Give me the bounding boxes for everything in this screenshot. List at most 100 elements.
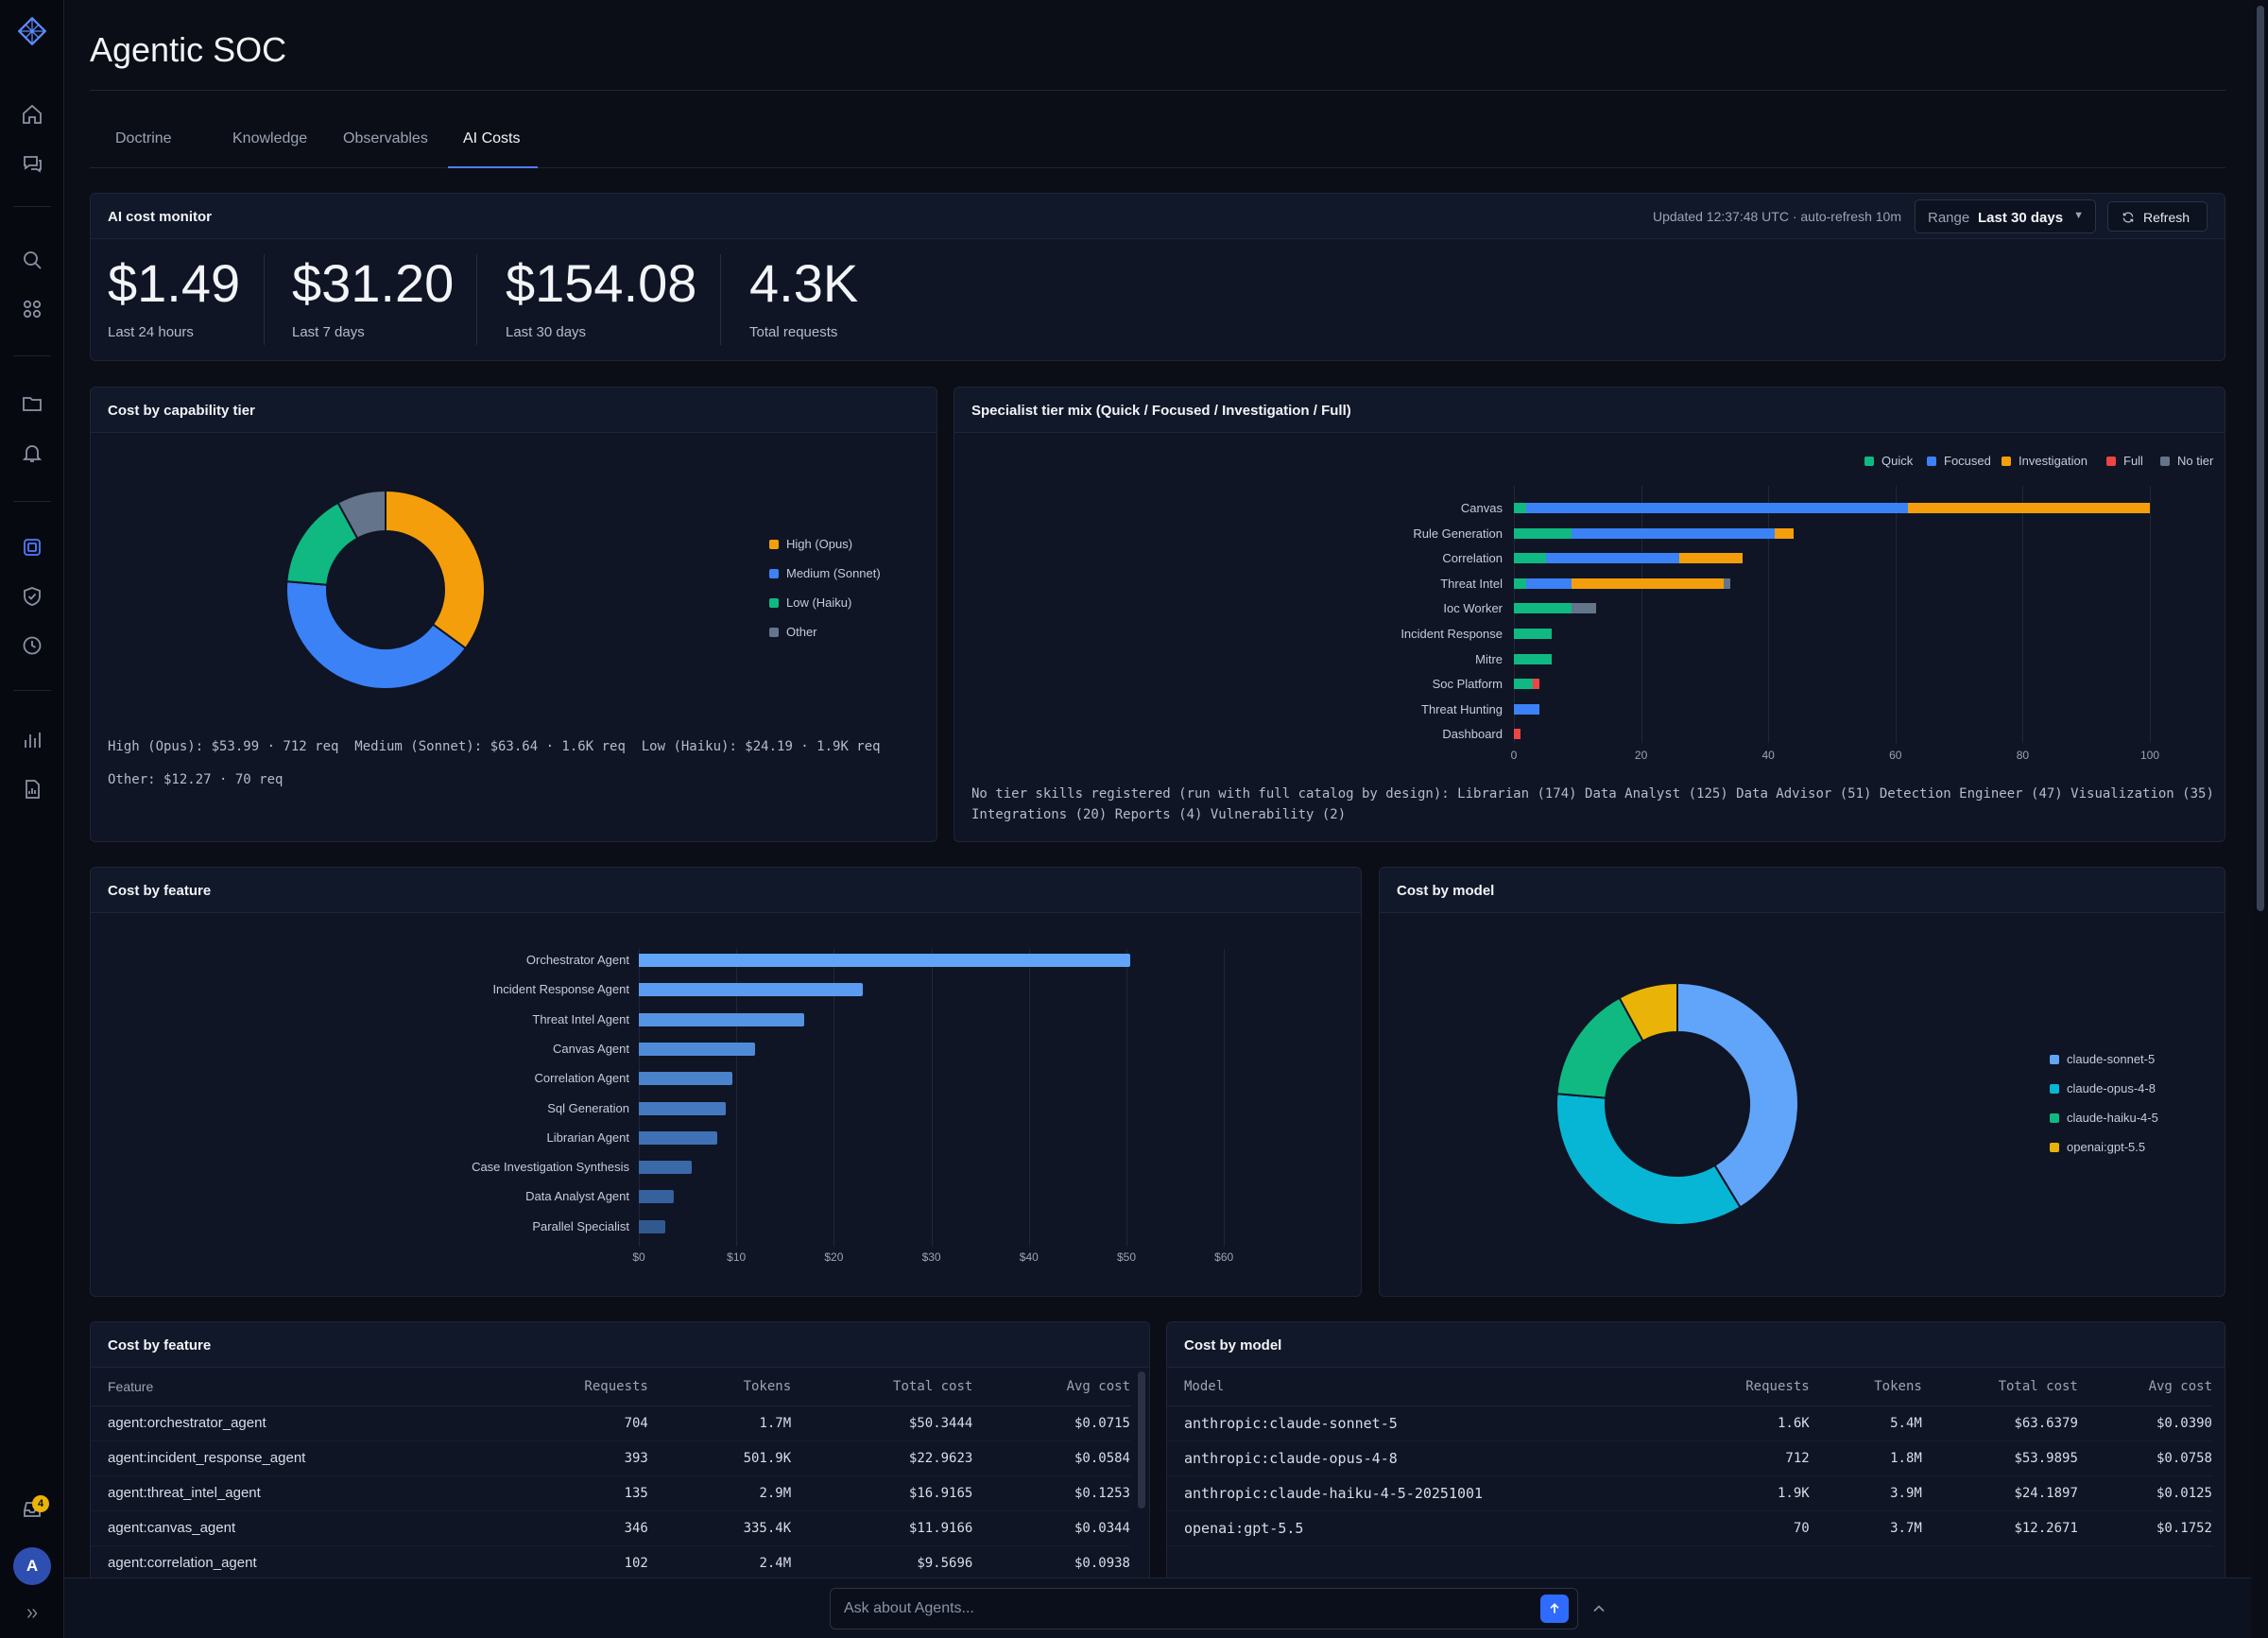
table-row[interactable]: anthropic:claude-sonnet-5 1.6K 5.4M $63.637… bbox=[1167, 1405, 2212, 1441]
chat-icon[interactable] bbox=[18, 149, 46, 178]
table-row[interactable]: anthropic:claude-opus-4-8 712 1.8M $53.9895… bbox=[1167, 1440, 2212, 1476]
tab-knowledge[interactable]: Knowledge bbox=[232, 130, 308, 147]
bar-segment-focused[interactable] bbox=[1571, 527, 1775, 539]
bar-case-investigation-synthesis[interactable] bbox=[639, 1161, 692, 1175]
bar-segment-focused[interactable] bbox=[1526, 503, 1909, 513]
table-row[interactable]: openai:gpt-5.5 70 3.7M $12.2671 $0.1752 bbox=[1167, 1510, 2212, 1546]
column-header[interactable]: Tokens bbox=[1809, 1368, 1922, 1406]
bar-segment-investigation[interactable] bbox=[1571, 578, 1725, 589]
bar-segment-quick[interactable] bbox=[1514, 629, 1553, 639]
table-row[interactable]: anthropic:claude-haiku-4-5-20251001 1.9K 3… bbox=[1167, 1475, 2212, 1511]
bar-segment-quick[interactable] bbox=[1514, 653, 1553, 664]
legend-item[interactable]: claude-haiku-4-5 bbox=[2050, 1111, 2158, 1125]
folder-icon[interactable] bbox=[18, 389, 46, 418]
logo-icon[interactable] bbox=[18, 17, 46, 45]
refresh-button[interactable]: Refresh bbox=[2107, 201, 2208, 232]
bar-segment-quick[interactable] bbox=[1514, 679, 1534, 690]
tab-ai-costs[interactable]: AI Costs bbox=[463, 130, 521, 147]
bar-segment-quick[interactable] bbox=[1514, 503, 1527, 513]
table-row[interactable]: agent:incident_response_agent 393 501.9K $2… bbox=[91, 1440, 1130, 1476]
bar-orchestrator-agent[interactable] bbox=[639, 954, 1130, 967]
bar-segment-investigation[interactable] bbox=[1678, 553, 1744, 564]
bell-icon[interactable] bbox=[18, 439, 46, 467]
page-scrollbar-track[interactable] bbox=[2253, 0, 2268, 1638]
bar-parallel-specialist[interactable] bbox=[639, 1219, 665, 1233]
chart-icon[interactable] bbox=[18, 726, 46, 754]
column-header[interactable]: Avg cost bbox=[2077, 1368, 2212, 1406]
search-icon[interactable] bbox=[18, 246, 46, 274]
bar-segment-investigation[interactable] bbox=[1908, 503, 2150, 513]
table-row[interactable]: agent:orchestrator_agent 704 1.7M $50.3444 $… bbox=[91, 1405, 1130, 1441]
bar-segment-no-tier[interactable] bbox=[1724, 578, 1730, 589]
tab-doctrine[interactable]: Doctrine bbox=[115, 130, 172, 147]
bar-segment-focused[interactable] bbox=[1526, 578, 1572, 589]
table-scrollbar[interactable] bbox=[1138, 1371, 1145, 1509]
legend-item[interactable]: openai:gpt-5.5 bbox=[2050, 1140, 2145, 1154]
bar-segment-no-tier[interactable] bbox=[1571, 603, 1597, 614]
bar-segment-investigation[interactable] bbox=[1774, 527, 1795, 539]
clock-icon[interactable] bbox=[18, 631, 46, 660]
column-header[interactable]: Avg cost bbox=[972, 1368, 1130, 1406]
report-icon[interactable] bbox=[18, 775, 46, 803]
x-tick-label: 60 bbox=[1889, 749, 1902, 762]
shield-icon[interactable] bbox=[18, 582, 46, 611]
home-icon[interactable] bbox=[18, 100, 46, 129]
legend-item[interactable]: High (Opus) bbox=[769, 537, 852, 551]
x-tick-label: $30 bbox=[921, 1250, 941, 1264]
expand-icon[interactable] bbox=[18, 1599, 46, 1628]
bar-threat-intel-agent[interactable] bbox=[639, 1012, 804, 1026]
bar-correlation-agent[interactable] bbox=[639, 1072, 732, 1086]
legend-item[interactable]: Other bbox=[769, 625, 817, 639]
avatar[interactable]: A bbox=[13, 1547, 51, 1585]
column-header[interactable]: Requests bbox=[496, 1368, 648, 1406]
bar-segment-quick[interactable] bbox=[1514, 603, 1572, 614]
bar-segment-quick[interactable] bbox=[1514, 527, 1572, 539]
donut-slice-claude-sonnet-5[interactable] bbox=[1676, 981, 1799, 1209]
legend-item[interactable]: Low (Haiku) bbox=[769, 595, 851, 610]
bar-data-analyst-agent[interactable] bbox=[639, 1190, 675, 1204]
range-select[interactable]: Range Last 30 days ▼ bbox=[1915, 199, 2096, 233]
bar-librarian-agent[interactable] bbox=[639, 1130, 717, 1145]
legend-item[interactable]: Investigation bbox=[2002, 454, 2088, 468]
column-header[interactable]: Tokens bbox=[647, 1368, 792, 1406]
agents-icon[interactable] bbox=[18, 533, 46, 561]
bar-segment-full[interactable] bbox=[1533, 679, 1539, 690]
bar-segment-full[interactable] bbox=[1514, 729, 1521, 740]
cell-name: agent:threat_intel_agent bbox=[91, 1475, 497, 1511]
donut-slice-claude-opus-4-8[interactable] bbox=[1555, 1093, 1742, 1226]
ask-agents-input[interactable] bbox=[830, 1588, 1578, 1629]
bar-segment-quick[interactable] bbox=[1514, 578, 1527, 589]
column-header[interactable]: Model bbox=[1167, 1368, 1685, 1406]
send-button[interactable] bbox=[1540, 1595, 1569, 1623]
donut-slice-openai-gpt-5-5[interactable] bbox=[1618, 981, 1678, 1043]
table-row[interactable]: agent:canvas_agent 346 335.4K $11.9166 $0.03… bbox=[91, 1510, 1130, 1546]
tab-observables[interactable]: Observables bbox=[343, 130, 428, 147]
apps-icon[interactable] bbox=[18, 295, 46, 323]
donut-slice-medium-sonnet[interactable] bbox=[285, 580, 468, 690]
legend-item[interactable]: Medium (Sonnet) bbox=[769, 566, 881, 580]
column-header[interactable]: Feature bbox=[91, 1368, 497, 1406]
rail-divider bbox=[13, 690, 51, 691]
column-header[interactable]: Total cost bbox=[791, 1368, 973, 1406]
donut-slice-other[interactable] bbox=[336, 489, 387, 540]
bar-incident-response-agent[interactable] bbox=[639, 983, 863, 997]
chevron-up-icon[interactable] bbox=[1589, 1599, 1608, 1618]
legend-item[interactable]: Focused bbox=[1927, 454, 1991, 468]
grid-line bbox=[1224, 949, 1226, 1247]
bar-segment-quick[interactable] bbox=[1514, 553, 1546, 564]
legend-item[interactable]: claude-sonnet-5 bbox=[2050, 1052, 2155, 1066]
legend-item[interactable]: Full bbox=[2106, 454, 2143, 468]
bar-canvas-agent[interactable] bbox=[639, 1042, 755, 1056]
legend-item[interactable]: claude-opus-4-8 bbox=[2050, 1081, 2156, 1095]
table-row[interactable]: agent:correlation_agent 102 2.4M $9.5696 $0.… bbox=[91, 1545, 1130, 1581]
bar-segment-focused[interactable] bbox=[1545, 553, 1679, 564]
page-scrollbar-thumb[interactable] bbox=[2257, 6, 2264, 911]
bar-segment-focused[interactable] bbox=[1514, 703, 1539, 715]
legend-item[interactable]: No tier bbox=[2160, 454, 2213, 468]
donut-slice-high-opus[interactable] bbox=[385, 489, 486, 650]
bar-sql-generation[interactable] bbox=[639, 1101, 726, 1115]
column-header[interactable]: Requests bbox=[1684, 1368, 1810, 1406]
column-header[interactable]: Total cost bbox=[1921, 1368, 2078, 1406]
legend-item[interactable]: Quick bbox=[1864, 454, 1913, 468]
table-row[interactable]: agent:threat_intel_agent 135 2.9M $16.9165 $… bbox=[91, 1475, 1130, 1511]
